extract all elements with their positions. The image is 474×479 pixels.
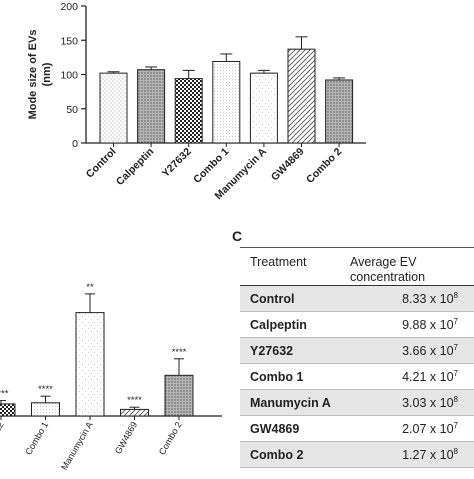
bar-gw4869 (120, 408, 149, 417)
y-axis-label: Mode size of EVs (nm) (27, 30, 53, 120)
bar-combo-2 (164, 374, 194, 417)
treatment-cell: Combo 1 (240, 363, 348, 390)
concentration-exponent: 7 (453, 368, 458, 378)
table-row: Calpeptin 9.88 x 107 (240, 311, 474, 338)
concentration-cell: 8.33 x 108 (348, 285, 474, 312)
concentration-exponent: 8 (453, 446, 458, 456)
bar-y27632 (174, 78, 203, 144)
significance-label-combo-2: **** (172, 347, 187, 358)
x-tick-label-combo-2: Combo 2 (304, 146, 344, 186)
y-tick-label: 50 (66, 104, 78, 116)
x-tick-label-control: Control (84, 146, 119, 181)
bar-manumycin-a (249, 72, 278, 144)
panel-c-label: C (232, 228, 243, 244)
significance-label-manumycin-a: ** (86, 282, 94, 293)
bar-combo-1 (212, 60, 241, 144)
bar-combo-2 (325, 79, 354, 144)
treatment-cell: Control (240, 285, 348, 312)
concentration-mantissa: 3.03 x 10 (402, 395, 454, 410)
table-row: Manumycin A 3.03 x 108 (240, 389, 474, 416)
concentration-mantissa: 3.66 x 10 (402, 343, 454, 358)
concentration-mantissa: 4.21 x 10 (402, 369, 454, 384)
x-axis-tick-labels: Y27632 Combo 1 Manumycin A GW4869 Combo 2 (0, 416, 184, 472)
column-header-treatment: Treatment (240, 247, 348, 286)
x-tick-label-combo-1: Combo 1 (23, 420, 50, 457)
y-axis-ticks: 0 50 100 150 200 (60, 1, 86, 150)
concentration-cell: 3.66 x 107 (348, 337, 474, 364)
treatment-cell: Manumycin A (240, 389, 348, 416)
bar-manumycin-a (75, 312, 105, 417)
x-tick-label-y27632: Y27632 (0, 420, 6, 452)
treatment-cell: Y27632 (240, 337, 348, 364)
x-tick-label-gw4869: GW4869 (113, 420, 139, 456)
table-row: Y27632 3.66 x 107 (240, 337, 474, 364)
concentration-exponent: 8 (453, 394, 458, 404)
table-body: Control 8.33 x 108 Calpeptin 9.88 x 107 Y276… (240, 285, 474, 468)
concentration-mantissa: 9.88 x 10 (402, 317, 454, 332)
concentration-mantissa: 2.07 x 10 (402, 421, 454, 436)
bar-gw4869 (287, 48, 316, 144)
y-tick-label: 100 (60, 70, 78, 82)
concentration-cell: 3.03 x 108 (348, 389, 474, 416)
treatment-cell: GW4869 (240, 415, 348, 442)
table-header-row: Treatment Average EV concentration (240, 247, 474, 286)
y-tick-label: 200 (60, 1, 78, 13)
table-row: Control 8.33 x 108 (240, 285, 474, 312)
column-header-concentration: Average EV concentration (348, 247, 474, 286)
concentration-cell: 4.21 x 107 (348, 363, 474, 390)
significance-label-gw4869: **** (127, 395, 142, 406)
concentration-cell: 2.07 x 107 (348, 415, 474, 442)
concentration-mantissa: 8.33 x 10 (402, 291, 454, 306)
treatment-cell: Calpeptin (240, 311, 348, 338)
significance-label-combo-1: **** (38, 384, 53, 395)
concentration-exponent: 7 (453, 420, 458, 430)
bar-series (99, 36, 354, 144)
x-tick-label-gw4869: GW4869 (269, 146, 307, 184)
concentration-exponent: 7 (453, 342, 458, 352)
concentration-exponent: 7 (453, 316, 458, 326)
treatment-cell: Combo 2 (240, 441, 348, 468)
x-tick-label-combo-2: Combo 2 (157, 420, 184, 457)
y-tick-label: 150 (60, 35, 78, 47)
x-tick-label-calpeptin: Calpeptin (114, 146, 156, 188)
x-tick-label-manumycin-a: Manumycin A (59, 420, 95, 472)
ev-concentration-table: Treatment Average EV concentration Contr… (240, 247, 474, 468)
bar-combo-1 (31, 402, 60, 417)
y-tick-label: 0 (72, 138, 78, 150)
concentration-cell: 1.27 x 108 (348, 441, 474, 468)
significance-label-y27632: **** (0, 389, 9, 400)
concentration-exponent: 8 (453, 290, 458, 300)
concentration-mantissa: 1.27 x 10 (402, 447, 454, 462)
table-row: Combo 2 1.27 x 108 (240, 441, 474, 468)
bar-control (99, 72, 128, 144)
concentration-cell: 9.88 x 107 (348, 311, 474, 338)
x-tick-label-y27632: Y27632 (160, 146, 194, 180)
table-row: Combo 1 4.21 x 107 (240, 363, 474, 390)
bar-y27632 (0, 403, 16, 417)
bar-calpeptin (137, 69, 166, 144)
column-header-concentration-text: Average EV concentration (350, 255, 426, 284)
bar-series: ****************** (0, 282, 194, 417)
table-row: GW4869 2.07 x 107 (240, 415, 474, 442)
